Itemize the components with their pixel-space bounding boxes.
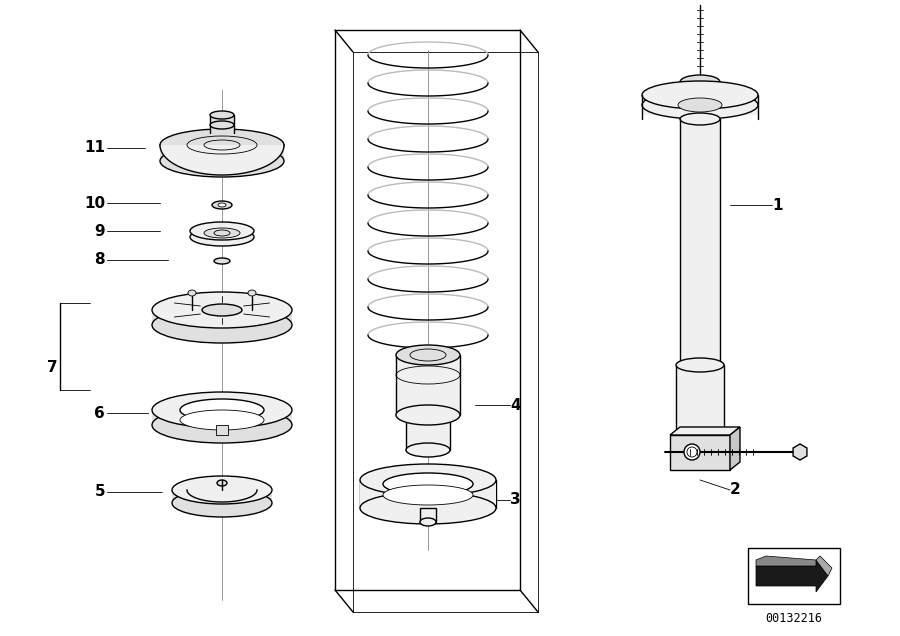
Ellipse shape — [687, 447, 697, 457]
Ellipse shape — [190, 222, 254, 240]
Ellipse shape — [678, 98, 722, 112]
Ellipse shape — [180, 399, 264, 421]
Text: 9: 9 — [94, 223, 105, 238]
Ellipse shape — [680, 75, 720, 89]
Ellipse shape — [360, 464, 496, 496]
Ellipse shape — [217, 480, 227, 486]
Ellipse shape — [152, 307, 292, 343]
Ellipse shape — [172, 489, 272, 517]
Bar — [360, 480, 496, 508]
Ellipse shape — [172, 476, 272, 504]
Ellipse shape — [152, 407, 292, 443]
Ellipse shape — [420, 518, 436, 526]
Ellipse shape — [204, 228, 240, 238]
Polygon shape — [816, 556, 832, 576]
Bar — [172, 490, 272, 503]
Text: 1: 1 — [772, 198, 782, 212]
Text: 4: 4 — [510, 398, 520, 413]
Ellipse shape — [360, 492, 496, 524]
Ellipse shape — [383, 473, 473, 495]
Polygon shape — [670, 435, 730, 470]
Text: 10: 10 — [84, 195, 105, 211]
Ellipse shape — [676, 433, 724, 447]
Ellipse shape — [152, 392, 292, 428]
Ellipse shape — [676, 358, 724, 372]
Bar — [406, 410, 450, 450]
Ellipse shape — [214, 258, 230, 264]
Text: 00132216: 00132216 — [766, 611, 823, 625]
Ellipse shape — [680, 81, 720, 95]
Ellipse shape — [152, 292, 292, 328]
Ellipse shape — [202, 304, 242, 316]
Text: 5: 5 — [94, 485, 105, 499]
Bar — [160, 145, 284, 161]
Text: 2: 2 — [730, 483, 741, 497]
Polygon shape — [420, 508, 436, 522]
Ellipse shape — [383, 485, 473, 505]
Ellipse shape — [160, 129, 284, 161]
Ellipse shape — [212, 201, 232, 209]
Text: 8: 8 — [94, 252, 105, 268]
Bar — [680, 82, 720, 96]
Ellipse shape — [680, 364, 720, 376]
Polygon shape — [216, 425, 228, 435]
Ellipse shape — [248, 290, 256, 296]
Ellipse shape — [642, 91, 758, 119]
Ellipse shape — [218, 203, 226, 207]
Ellipse shape — [190, 228, 254, 246]
Bar — [396, 355, 460, 415]
Ellipse shape — [180, 410, 264, 430]
Ellipse shape — [684, 444, 700, 460]
Bar — [152, 410, 292, 425]
Text: 7: 7 — [48, 361, 58, 375]
Ellipse shape — [188, 290, 196, 296]
Ellipse shape — [642, 81, 758, 109]
Bar — [680, 119, 720, 370]
Bar — [642, 95, 758, 115]
Polygon shape — [756, 560, 828, 592]
Text: 3: 3 — [510, 492, 520, 508]
Polygon shape — [793, 444, 807, 460]
Text: 6: 6 — [94, 406, 105, 420]
Ellipse shape — [160, 145, 284, 177]
Ellipse shape — [396, 345, 460, 365]
Bar — [676, 365, 724, 440]
Ellipse shape — [214, 230, 230, 236]
Polygon shape — [756, 556, 816, 566]
Bar — [748, 548, 840, 604]
Text: 11: 11 — [84, 141, 105, 155]
Polygon shape — [730, 427, 740, 470]
Ellipse shape — [680, 113, 720, 125]
Ellipse shape — [410, 349, 446, 361]
Ellipse shape — [210, 121, 234, 129]
Ellipse shape — [406, 443, 450, 457]
Bar — [152, 310, 292, 325]
Ellipse shape — [210, 111, 234, 119]
Bar — [210, 115, 234, 133]
Ellipse shape — [396, 405, 460, 425]
Polygon shape — [670, 427, 740, 435]
